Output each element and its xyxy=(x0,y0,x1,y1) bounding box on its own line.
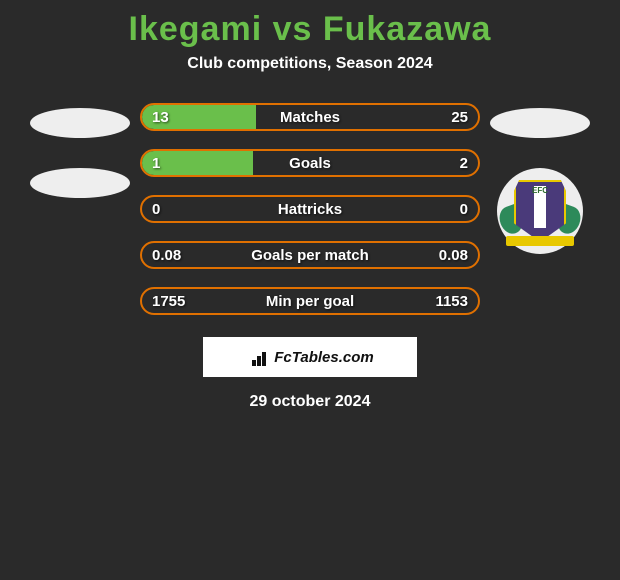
page-title: Ikegami vs Fukazawa xyxy=(129,10,492,49)
shield-icon: EFC xyxy=(514,180,566,242)
stats-column: 13Matches25 1Goals2 0Hattricks0 0.08Goals p… xyxy=(140,103,480,315)
page-subtitle: Club competitions, Season 2024 xyxy=(187,55,432,73)
stat-label: Goals xyxy=(140,149,480,177)
club-placeholder-icon xyxy=(30,168,130,198)
stat-label: Hattricks xyxy=(140,195,480,223)
brand-text: FcTables.com xyxy=(274,349,373,366)
stat-right-value: 0.08 xyxy=(439,241,468,269)
bar-chart-arrow-icon xyxy=(246,348,268,366)
right-side-column: EFC xyxy=(490,103,590,254)
brand-box: FcTables.com xyxy=(203,337,417,377)
stat-row: 1Goals2 xyxy=(140,149,480,177)
player-placeholder-icon xyxy=(490,108,590,138)
comparison-infographic: Ikegami vs Fukazawa Club competitions, S… xyxy=(0,0,620,411)
player-placeholder-icon xyxy=(30,108,130,138)
stat-right-value: 2 xyxy=(460,149,468,177)
stat-row: 1755Min per goal1153 xyxy=(140,287,480,315)
main-row: 13Matches25 1Goals2 0Hattricks0 0.08Goals p… xyxy=(0,103,620,315)
stat-right-value: 0 xyxy=(460,195,468,223)
left-side-column xyxy=(30,103,130,198)
stat-row: 0.08Goals per match0.08 xyxy=(140,241,480,269)
stat-label: Goals per match xyxy=(140,241,480,269)
stat-label: Matches xyxy=(140,103,480,131)
club-badge-icon: EFC xyxy=(497,168,583,254)
stat-right-value: 25 xyxy=(451,103,468,131)
stat-row: 0Hattricks0 xyxy=(140,195,480,223)
date-text: 29 october 2024 xyxy=(250,393,371,411)
stat-right-value: 1153 xyxy=(435,287,468,315)
stat-label: Min per goal xyxy=(140,287,480,315)
stat-row: 13Matches25 xyxy=(140,103,480,131)
